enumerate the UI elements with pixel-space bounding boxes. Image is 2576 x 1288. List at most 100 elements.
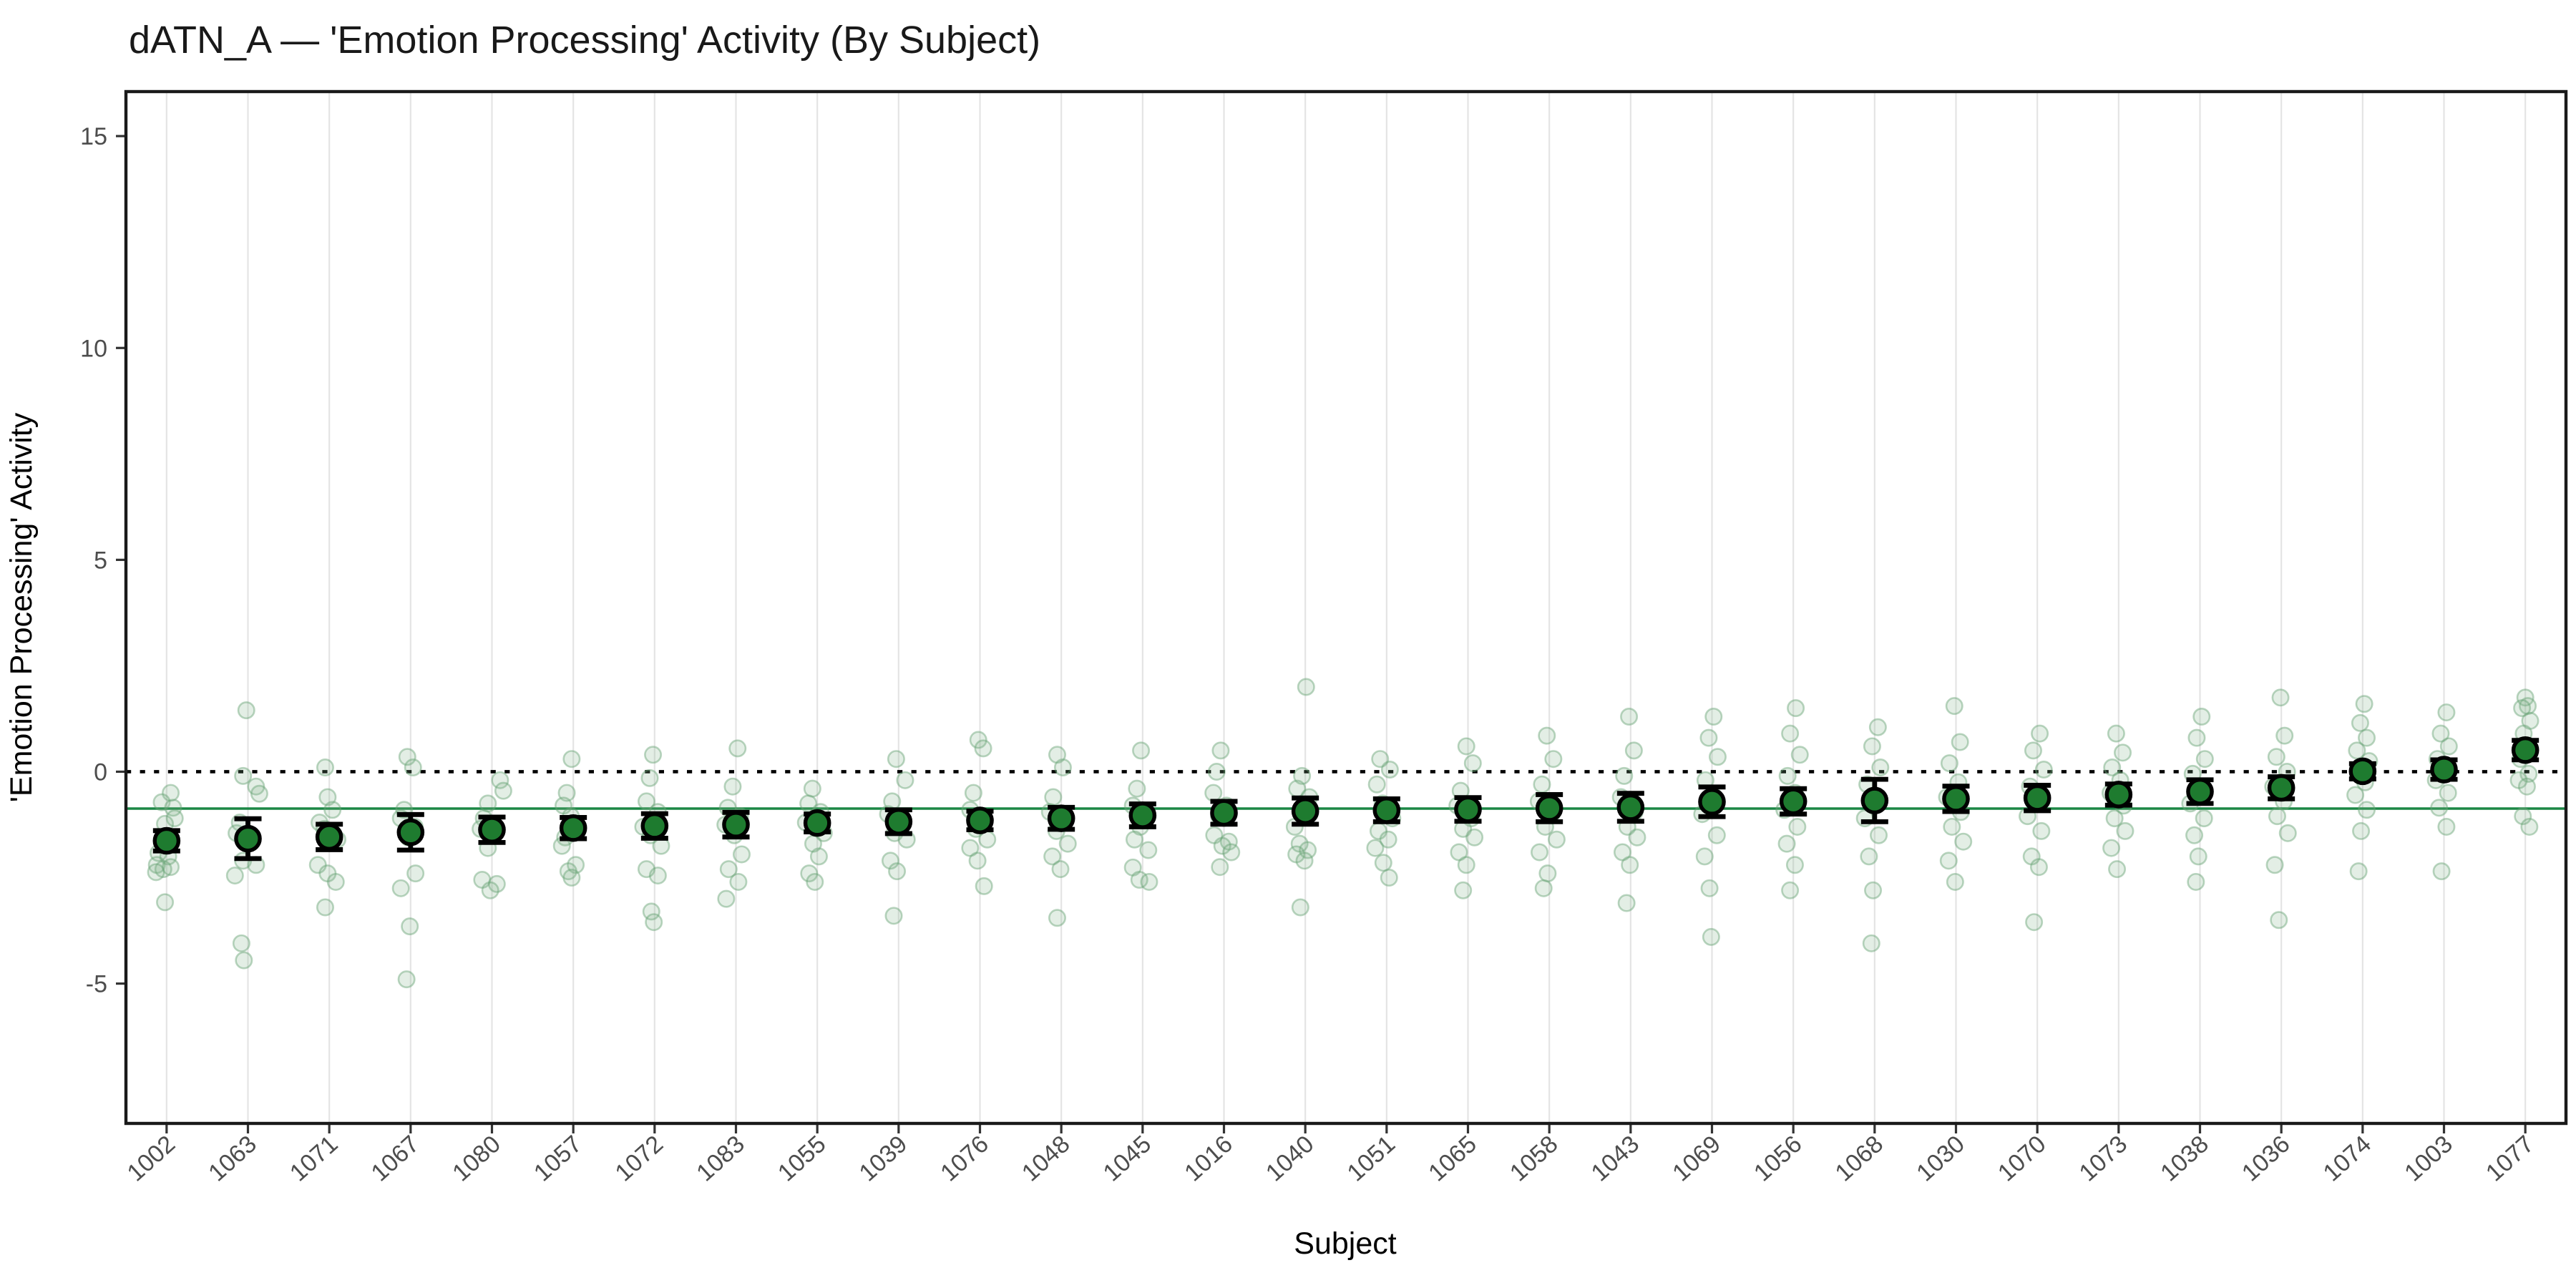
jitter-point [326, 872, 345, 891]
jitter-point [225, 867, 244, 885]
jitter-point [1699, 728, 1718, 747]
mean-point [315, 823, 343, 851]
jitter-point [2107, 724, 2125, 743]
jitter-point [318, 864, 337, 883]
jitter-point [1222, 843, 1241, 862]
mean-point [2104, 781, 2133, 809]
jitter-point [2437, 703, 2456, 722]
jitter-point [559, 862, 577, 881]
jitter-point [1695, 847, 1714, 866]
jitter-point [1954, 832, 1973, 851]
jitter-point [1211, 741, 1230, 760]
jitter-point [1291, 898, 1309, 917]
jitter-point [165, 809, 184, 828]
jitter-point [1048, 746, 1066, 764]
jitter-point [491, 771, 509, 789]
jitter-point [562, 869, 581, 887]
jitter-point [2114, 743, 2132, 762]
jitter-point [1139, 841, 1158, 859]
jitter-point [1945, 697, 1963, 716]
jitter-point [323, 801, 342, 819]
jitter-point [2439, 784, 2457, 802]
jitter-point [1534, 879, 1553, 897]
jitter-point [2187, 872, 2205, 891]
jitter-point [391, 879, 410, 897]
chart-title: dATN_A — 'Emotion Processing' Activity (… [129, 19, 1040, 62]
x-tick-label: 1051 [1342, 1131, 1401, 1187]
y-tick-label: 5 [94, 547, 107, 574]
jitter-point [1621, 856, 1639, 874]
jitter-point [1053, 758, 1072, 777]
jitter-point [1299, 841, 1317, 859]
jitter-point [2029, 858, 2048, 877]
jitter-point [888, 862, 907, 881]
y-axis-title: 'Emotion Processing' Activity [4, 412, 39, 802]
jitter-point [728, 739, 747, 758]
jitter-point [401, 917, 419, 936]
jitter-point [637, 860, 655, 879]
jitter-point [637, 792, 655, 811]
jitter-point [2346, 786, 2365, 804]
jitter-point [642, 902, 660, 921]
jitter-point [2517, 777, 2536, 796]
mean-point [152, 826, 181, 855]
x-tick-label: 1074 [2318, 1131, 2377, 1187]
jitter-point [1617, 894, 1636, 912]
jitter-point [1371, 750, 1390, 769]
x-tick-label: 1073 [2074, 1131, 2133, 1187]
jitter-point [473, 870, 492, 889]
mean-point [2267, 774, 2296, 802]
jitter-point [250, 784, 268, 803]
jitter-point [2271, 688, 2290, 707]
y-tick-label: 0 [94, 758, 107, 786]
x-tick-label: 1083 [691, 1131, 750, 1187]
jitter-point [2025, 913, 2044, 932]
jitter-point [968, 852, 987, 870]
jitter-point [1781, 881, 1800, 899]
mean-point [1616, 793, 1645, 821]
jitter-point [555, 796, 573, 815]
jitter-point [964, 784, 982, 802]
jitter-point [2267, 748, 2285, 766]
jitter-point [2185, 826, 2204, 844]
jitter-point [487, 874, 506, 893]
jitter-point [1374, 854, 1392, 872]
jitter-point [1860, 847, 1878, 866]
x-tick-label: 1070 [1993, 1131, 2051, 1187]
mean-point [1291, 797, 1319, 825]
jitter-point [1140, 872, 1158, 891]
jitter-point [481, 881, 499, 899]
jitter-point [2520, 817, 2539, 836]
jitter-point [316, 898, 334, 917]
jitter-point [2358, 728, 2376, 747]
jitter-point [1547, 830, 1566, 849]
x-tick-label: 1043 [1586, 1131, 1645, 1187]
jitter-point [479, 794, 497, 813]
x-tick-label: 1016 [1179, 1131, 1238, 1187]
x-tick-label: 1036 [2237, 1131, 2296, 1187]
panel-border [124, 89, 2568, 1126]
x-tick-label: 1068 [1830, 1131, 1889, 1187]
jitter-point [156, 893, 175, 912]
jitter-point [1544, 750, 1563, 769]
x-axis-title: Subject [1294, 1226, 1396, 1261]
jitter-point [2513, 699, 2532, 718]
jitter-point [2519, 764, 2538, 783]
jitter-point [404, 758, 422, 777]
jitter-point [2439, 737, 2458, 756]
jitter-point [1297, 678, 1315, 696]
jitter-point [1044, 788, 1063, 806]
x-tick-label: 1077 [2481, 1131, 2540, 1187]
jitter-point [1051, 860, 1070, 879]
jitter-point [1707, 826, 1726, 844]
mean-point [966, 806, 994, 834]
x-tick-label: 1056 [1749, 1131, 1807, 1187]
mean-point [234, 824, 262, 853]
jitter-point [2349, 862, 2368, 881]
jitter-point [147, 863, 165, 882]
jitter-point [969, 731, 987, 749]
x-tick-label: 1030 [1911, 1131, 1970, 1187]
jitter-point [2430, 799, 2449, 817]
